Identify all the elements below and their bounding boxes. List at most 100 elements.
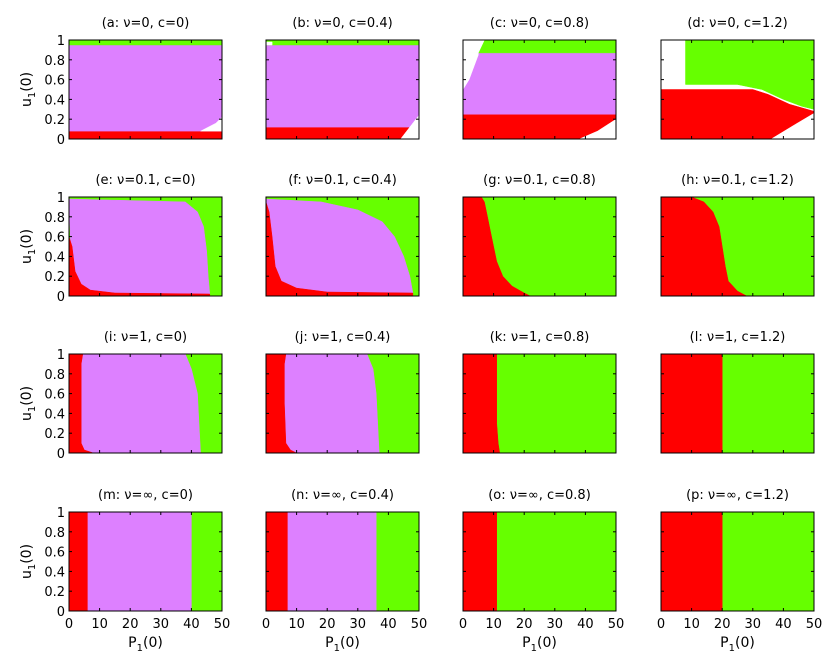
panel-title: (f: ν=0.1, c=0.4) bbox=[288, 173, 397, 188]
plot-frame bbox=[68, 511, 223, 612]
x-tick-label: 20 bbox=[122, 617, 139, 632]
plot-frame bbox=[462, 39, 617, 140]
panel-title: (c: ν=0, c=0.8) bbox=[490, 16, 589, 31]
y-tick-label: 1 bbox=[57, 34, 65, 49]
plot-frame bbox=[462, 511, 617, 612]
panel-i: (i: ν=1, c=0) 0 0.2 0.4 0.6 0.8 1 u1(0) bbox=[19, 330, 223, 462]
region-red bbox=[661, 354, 723, 453]
x-tick-label: 10 bbox=[485, 617, 502, 632]
x-tick-label: 10 bbox=[683, 617, 700, 632]
panel-l: (l: ν=1, c=1.2) bbox=[660, 330, 815, 454]
region-background bbox=[200, 116, 222, 132]
panel-title: (h: ν=0.1, c=1.2) bbox=[681, 173, 794, 188]
panel-title: (e: ν=0.1, c=0) bbox=[95, 173, 195, 188]
region-red bbox=[463, 114, 616, 139]
region-red bbox=[266, 354, 297, 453]
region-background bbox=[463, 40, 485, 54]
x-tick-label: 20 bbox=[714, 617, 731, 632]
x-tick-label: 50 bbox=[214, 617, 231, 632]
region-purple bbox=[463, 52, 616, 115]
region-background bbox=[770, 113, 814, 139]
x-tick-label: 0 bbox=[459, 617, 467, 632]
region-red bbox=[69, 236, 211, 296]
region-purple bbox=[87, 512, 192, 611]
region-green bbox=[463, 354, 616, 453]
x-tick-label: 0 bbox=[262, 617, 270, 632]
panel-title: (o: ν=∞, c=0.8) bbox=[488, 488, 591, 503]
x-tick-label: 40 bbox=[380, 617, 397, 632]
y-axis-label: u1(0) bbox=[19, 229, 38, 264]
x-axis-label: P1(0) bbox=[325, 635, 360, 654]
panel-n: (n: ν=∞, c=0.4) 0 10 20 30 40 50 P1(0) bbox=[262, 488, 427, 654]
y-tick-label: 0.8 bbox=[44, 526, 65, 541]
panel-c: (c: ν=0, c=0.8) bbox=[462, 16, 617, 140]
x-tick-label: 30 bbox=[547, 617, 564, 632]
region-red bbox=[69, 354, 94, 453]
y-tick-label: 0.2 bbox=[44, 585, 65, 600]
region-red bbox=[266, 201, 414, 296]
panel-title: (m: ν=∞, c=0) bbox=[98, 488, 193, 503]
x-tick-label: 30 bbox=[153, 617, 170, 632]
region-green bbox=[463, 512, 616, 611]
region-red bbox=[463, 354, 500, 453]
region-red bbox=[661, 89, 814, 139]
panel-a: (a: ν=0, c=0) 0 0.2 0.4 0.6 0.8 1 u1(0) bbox=[19, 16, 223, 148]
panel-title: (g: ν=0.1, c=0.8) bbox=[483, 173, 596, 188]
region-purple bbox=[77, 354, 201, 453]
x-tick-label: 10 bbox=[91, 617, 108, 632]
y-tick-label: 1 bbox=[57, 506, 65, 521]
x-tick-label: 40 bbox=[183, 617, 200, 632]
panel-g: (g: ν=0.1, c=0.8) bbox=[462, 173, 617, 297]
y-tick-label: 1 bbox=[57, 191, 65, 206]
panel-p: (p: ν=∞, c=1.2) 0 10 20 30 40 50 P1(0) bbox=[657, 488, 822, 654]
y-tick-label: 0.6 bbox=[44, 74, 65, 89]
plot-frame bbox=[68, 196, 223, 297]
panel-title: (j: ν=1, c=0.4) bbox=[295, 330, 391, 345]
plot-frame bbox=[68, 39, 223, 140]
panel-title: (n: ν=∞, c=0.4) bbox=[291, 488, 394, 503]
plot-frame bbox=[660, 39, 815, 140]
y-axis-label: u1(0) bbox=[19, 72, 38, 107]
y-tick-label: 0.6 bbox=[44, 546, 65, 561]
plot-frame bbox=[265, 39, 420, 140]
region-background bbox=[579, 118, 616, 139]
y-tick-label: 0.8 bbox=[44, 54, 65, 69]
y-tick-label: 0.6 bbox=[44, 231, 65, 246]
region-background bbox=[400, 114, 419, 139]
x-axis-label: P1(0) bbox=[720, 635, 755, 654]
x-tick-label: 0 bbox=[65, 617, 73, 632]
plot-frame bbox=[660, 196, 815, 297]
region-background bbox=[463, 52, 479, 90]
plot-frame bbox=[660, 511, 815, 612]
x-axis-label: P1(0) bbox=[128, 635, 163, 654]
region-red bbox=[266, 512, 288, 611]
plot-frame bbox=[462, 196, 617, 297]
panel-title: (i: ν=1, c=0) bbox=[104, 330, 187, 345]
region-red bbox=[69, 512, 88, 611]
region-green bbox=[266, 40, 419, 46]
y-tick-label: 0.2 bbox=[44, 113, 65, 128]
panel-m: (m: ν=∞, c=0) 0 0.2 0.4 0.6 0.8 1 u1(0) 0 10 20 30 4… bbox=[19, 488, 230, 654]
x-tick-label: 40 bbox=[775, 617, 792, 632]
y-tick-label: 0.8 bbox=[44, 368, 65, 383]
y-tick-label: 0.4 bbox=[44, 93, 65, 108]
plot-frame bbox=[265, 196, 420, 297]
y-tick-label: 0.4 bbox=[44, 250, 65, 265]
x-tick-label: 20 bbox=[319, 617, 336, 632]
x-tick-label: 40 bbox=[577, 617, 594, 632]
region-purple bbox=[287, 512, 377, 611]
panel-title: (l: ν=1, c=1.2) bbox=[690, 330, 786, 345]
plot-frame bbox=[660, 353, 815, 454]
x-tick-label: 50 bbox=[806, 617, 823, 632]
y-tick-label: 1 bbox=[57, 348, 65, 363]
x-tick-label: 30 bbox=[350, 617, 367, 632]
region-purple bbox=[69, 198, 211, 295]
plot-frame bbox=[265, 511, 420, 612]
y-tick-label: 0.4 bbox=[44, 565, 65, 580]
region-green bbox=[69, 40, 222, 46]
x-tick-label: 50 bbox=[608, 617, 625, 632]
panel-title: (d: ν=0, c=1.2) bbox=[687, 16, 787, 31]
y-tick-label: 0.2 bbox=[44, 270, 65, 285]
y-tick-label: 0.4 bbox=[44, 407, 65, 422]
